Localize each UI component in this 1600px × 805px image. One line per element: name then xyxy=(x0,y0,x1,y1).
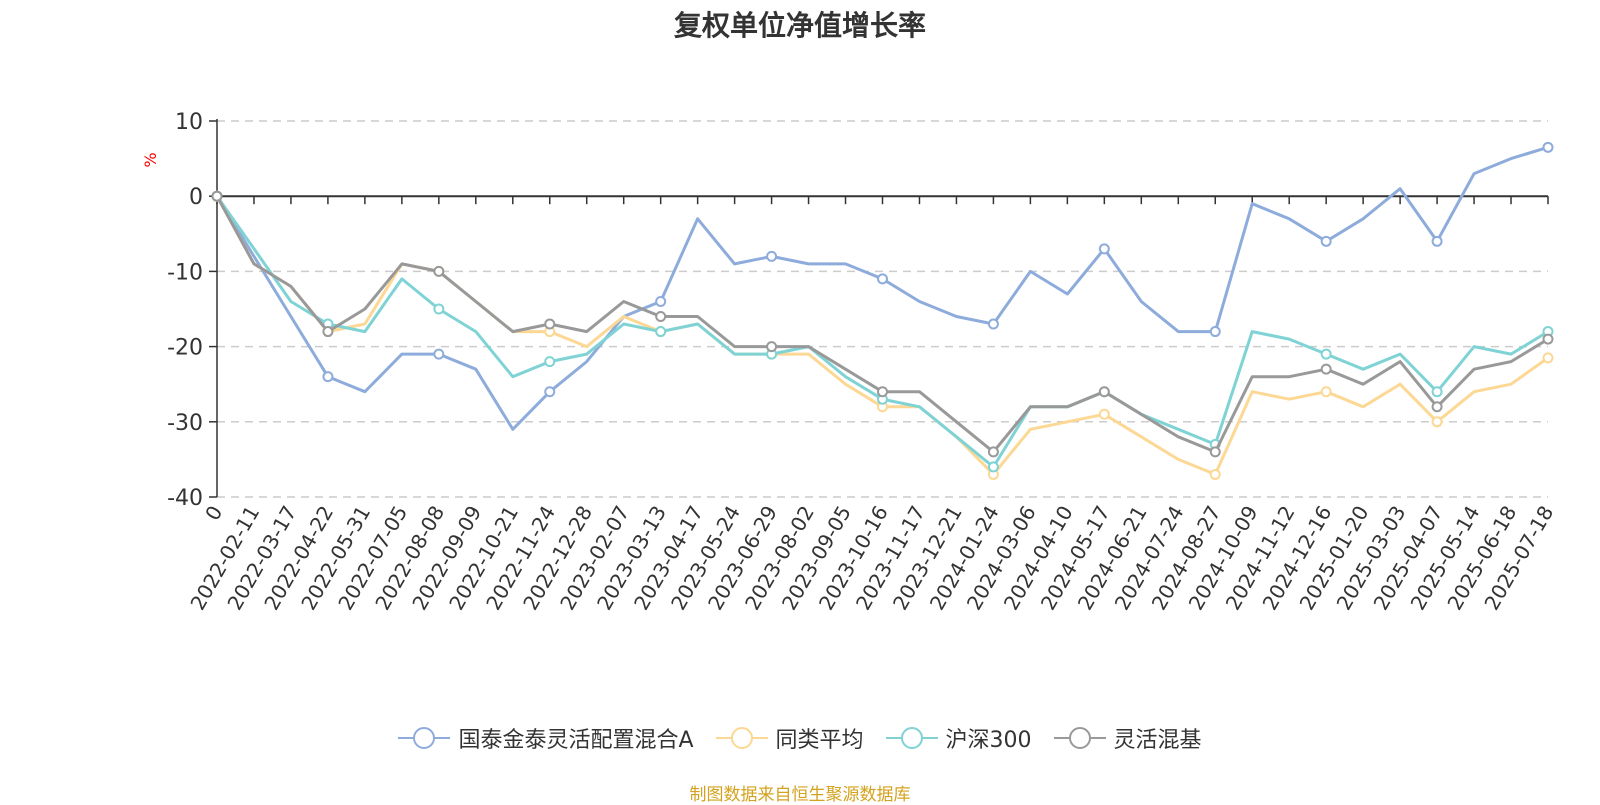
legend-item-1[interactable]: 同类平均 xyxy=(715,722,864,754)
series-2-point-21 xyxy=(987,461,999,473)
series-1-point-24 xyxy=(1098,408,1110,420)
grid-layer xyxy=(217,120,1548,498)
series-line-1 xyxy=(215,195,1549,476)
y-tick-label-1: 0 xyxy=(189,185,203,210)
y-axis-label: % xyxy=(141,152,160,167)
legend-label: 国泰金泰灵活配置混合A xyxy=(458,728,694,753)
series-3-point-0 xyxy=(211,190,223,202)
series-layer xyxy=(211,141,1554,480)
y-tick-label-2: -10 xyxy=(167,260,203,285)
series-3-point-21 xyxy=(987,446,999,458)
series-2-point-30 xyxy=(1320,348,1332,360)
series-2-point-33 xyxy=(1431,386,1443,398)
series-line-3 xyxy=(215,195,1549,454)
y-tick-label-0: 10 xyxy=(175,110,203,135)
legend-item-2[interactable]: 沪深300 xyxy=(885,722,1032,754)
series-0-point-36 xyxy=(1542,141,1554,153)
series-0-point-30 xyxy=(1320,235,1332,247)
series-line-2 xyxy=(215,195,1549,469)
source-note: 制图数据来自恒生聚源数据库 xyxy=(689,785,911,805)
series-0-point-12 xyxy=(655,295,667,307)
series-3-point-6 xyxy=(433,265,445,277)
series-1-point-36 xyxy=(1542,352,1554,364)
series-2-point-12 xyxy=(655,326,667,338)
series-3-point-3 xyxy=(322,326,334,338)
series-3-point-33 xyxy=(1431,401,1443,413)
series-0-point-18 xyxy=(877,273,888,285)
series-0-point-9 xyxy=(544,386,556,398)
legend-swatch-icon xyxy=(885,727,938,749)
series-0-point-27 xyxy=(1209,326,1221,338)
series-0-point-6 xyxy=(433,348,445,360)
series-0-point-3 xyxy=(322,371,334,383)
y-tick-label-3: -20 xyxy=(167,336,203,361)
series-2-point-9 xyxy=(544,356,556,368)
series-3-point-15 xyxy=(766,341,778,353)
series-0-point-21 xyxy=(987,318,999,330)
series-2-point-6 xyxy=(433,303,445,315)
legend-item-3[interactable]: 灵活混基 xyxy=(1053,722,1202,754)
series-0-point-24 xyxy=(1098,243,1110,255)
series-3-point-9 xyxy=(544,318,556,330)
series-3-point-27 xyxy=(1209,446,1221,458)
series-0-point-15 xyxy=(766,250,778,262)
y-tick-label-5: -40 xyxy=(167,486,203,511)
series-3-point-18 xyxy=(877,386,888,398)
legend-label: 沪深300 xyxy=(945,728,1032,753)
legend: 国泰金泰灵活配置混合A 同类平均 沪深300 灵活混基 xyxy=(0,722,1600,754)
series-3-point-36 xyxy=(1542,333,1554,345)
series-3-point-24 xyxy=(1098,386,1110,398)
series-1-point-30 xyxy=(1320,386,1332,398)
series-1-point-33 xyxy=(1431,416,1443,428)
legend-label: 同类平均 xyxy=(775,728,864,753)
chart-title: 复权单位净值增长率 xyxy=(673,9,926,42)
legend-swatch-icon xyxy=(398,727,451,749)
y-tick-label-4: -30 xyxy=(167,411,203,436)
legend-swatch-icon xyxy=(715,727,768,749)
series-3-point-30 xyxy=(1320,363,1332,375)
series-1-point-27 xyxy=(1209,468,1221,480)
legend-item-0[interactable]: 国泰金泰灵活配置混合A xyxy=(398,722,694,754)
series-0-point-33 xyxy=(1431,235,1443,247)
legend-swatch-icon xyxy=(1053,727,1106,749)
series-3-point-12 xyxy=(655,311,667,323)
x-tick-label-0: 0 xyxy=(200,502,227,525)
legend-label: 灵活混基 xyxy=(1113,728,1202,753)
